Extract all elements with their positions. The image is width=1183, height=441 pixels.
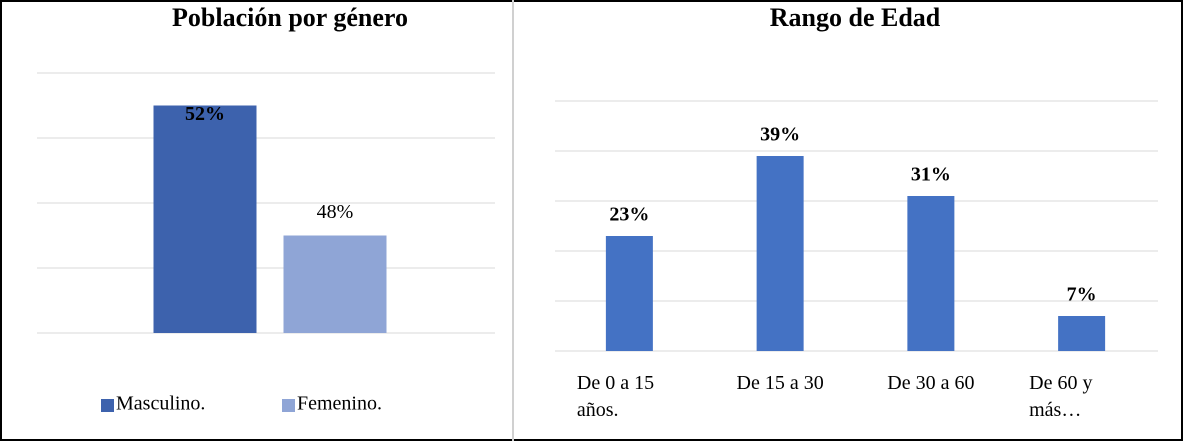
x-tick-text: De 15 a 30 bbox=[736, 372, 824, 394]
chart-title: Población por género bbox=[172, 3, 408, 32]
data-label: 23% bbox=[609, 204, 649, 226]
bar bbox=[1058, 316, 1106, 351]
x-tick-label: De 30 a 60 bbox=[866, 370, 996, 397]
legend-label: Masculino. bbox=[116, 393, 205, 415]
legend-swatch bbox=[101, 399, 114, 412]
data-label: 52% bbox=[185, 103, 225, 125]
x-tick-label: De 60 y más… bbox=[1017, 370, 1147, 424]
bar bbox=[756, 156, 804, 351]
x-tick-label: De 15 a 30 bbox=[715, 370, 845, 397]
x-tick-label: De 0 a 15 años. bbox=[564, 370, 694, 424]
data-label: 48% bbox=[317, 201, 354, 223]
chart-title: Rango de Edad bbox=[770, 3, 941, 32]
x-tick-text: De 30 a 60 bbox=[887, 372, 975, 394]
data-label: 39% bbox=[760, 124, 800, 146]
x-tick-text: De 60 y más… bbox=[1029, 372, 1093, 421]
bar bbox=[153, 105, 257, 333]
bar bbox=[283, 235, 387, 333]
legend-swatch bbox=[282, 399, 295, 412]
bar bbox=[907, 196, 955, 351]
data-label: 31% bbox=[911, 164, 951, 186]
data-label: 7% bbox=[1067, 284, 1097, 306]
x-tick-text: De 0 a 15 años. bbox=[576, 372, 655, 421]
legend-label: Femenino. bbox=[297, 393, 382, 415]
bar bbox=[605, 236, 653, 351]
